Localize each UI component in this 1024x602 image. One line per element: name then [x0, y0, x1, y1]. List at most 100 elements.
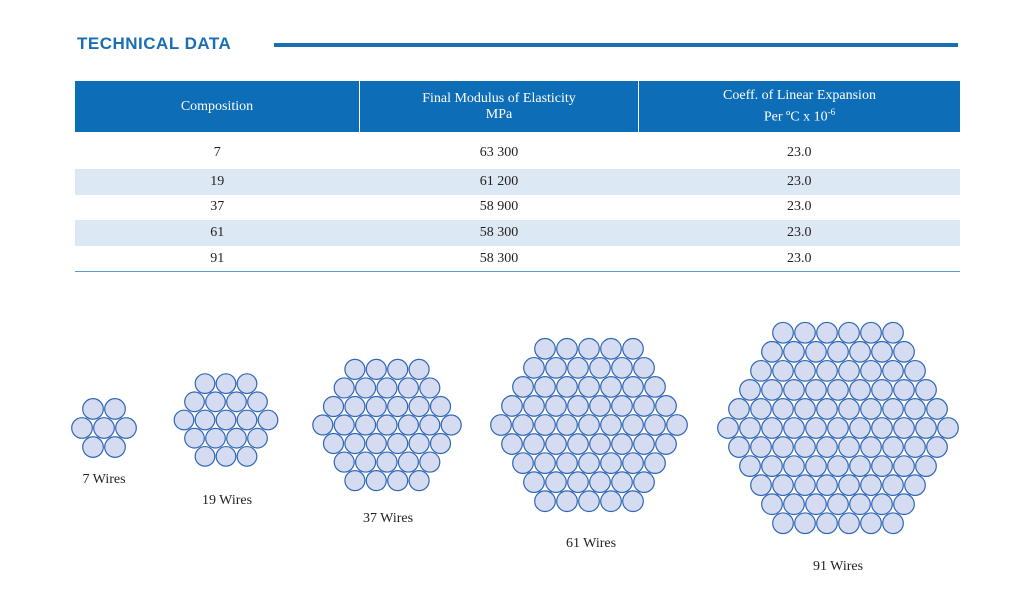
cell-modulus: 58 300	[359, 220, 639, 246]
cell-modulus: 63 300	[479, 144, 519, 160]
wire-circle	[578, 490, 600, 513]
wire-circle	[860, 474, 882, 497]
wire-circle	[512, 375, 534, 398]
wire-circle	[534, 490, 556, 513]
wire-circle	[893, 455, 915, 478]
wire-circle	[838, 359, 860, 382]
cell-composition: 91	[75, 245, 360, 273]
wire-circle	[827, 378, 849, 401]
wire-circle	[622, 337, 644, 360]
wire-circle	[849, 340, 871, 363]
wire-circle	[490, 414, 512, 436]
table-row: 61 58 300 23.0	[75, 220, 960, 246]
wire-circle	[728, 398, 750, 420]
wire-circle	[344, 470, 366, 492]
wire-circle	[761, 378, 783, 401]
wire-circle	[750, 359, 772, 382]
table-row: 37 58 900 23.0	[75, 195, 960, 221]
wire-circle	[578, 414, 600, 436]
wire-circle	[344, 432, 366, 455]
wire-circle	[622, 375, 644, 398]
wire-circle	[501, 433, 523, 455]
cell-composition: 61	[75, 220, 360, 246]
technical-data-table: Composition Final Modulus of Elasticity …	[75, 81, 960, 273]
wire-circle	[589, 395, 611, 417]
wire-circle	[545, 433, 567, 455]
wire-circle	[882, 398, 904, 420]
wire-circle	[794, 398, 816, 420]
wire-circle	[893, 340, 915, 363]
wire-circle	[408, 395, 430, 418]
wire-circle	[365, 358, 387, 380]
wire-circle	[556, 490, 578, 513]
wire-circle	[512, 452, 534, 475]
cell-modulus: 61 200	[359, 169, 639, 195]
wire-circle	[633, 356, 655, 379]
header-modulus-unit: MPa	[485, 106, 513, 122]
wire-circle	[236, 373, 258, 395]
wire-circle	[772, 512, 794, 535]
wire-circle	[600, 490, 622, 513]
wire-circle	[739, 417, 761, 439]
table-row: 7 63 300 23.0	[75, 132, 960, 169]
wire-circle	[761, 417, 783, 439]
strand-label-37: 37 Wires	[362, 511, 414, 526]
wire-circle	[397, 414, 419, 436]
wire-circle	[600, 414, 622, 436]
wire-circle	[761, 340, 783, 363]
wire-circle	[772, 436, 794, 458]
wire-circle	[655, 395, 677, 417]
wire-circle	[397, 451, 419, 473]
wire-circle	[739, 378, 761, 401]
wire-circle	[794, 512, 816, 535]
wire-circle	[611, 471, 633, 494]
wire-circle	[115, 417, 137, 439]
wire-circle	[838, 398, 860, 420]
wire-circle	[783, 417, 805, 439]
cell-composition: 37	[210, 199, 225, 215]
wire-circle	[904, 436, 926, 458]
wire-circle	[429, 395, 452, 418]
wire-circle	[376, 414, 398, 436]
wire-circle	[904, 359, 926, 382]
cell-composition: 7	[213, 144, 221, 160]
cell-expansion: 23.0	[638, 220, 960, 246]
wire-circle	[376, 377, 398, 399]
wire-circle	[567, 433, 589, 455]
wire-circle	[408, 432, 430, 455]
wire-circle	[397, 377, 419, 399]
strand-label-61: 61 Wires	[565, 536, 617, 551]
wire-circle	[750, 474, 772, 497]
wire-circle	[644, 375, 666, 398]
wire-circle	[644, 414, 666, 436]
wire-circle	[440, 414, 462, 436]
wire-circle	[794, 436, 816, 458]
wire-circle	[322, 432, 345, 455]
wire-circle	[567, 395, 589, 417]
header-modulus: Final Modulus of Elasticity MPa	[359, 81, 639, 132]
wire-circle	[633, 395, 655, 417]
wire-circle	[194, 373, 216, 395]
wire-circle	[600, 452, 622, 475]
wire-circle	[534, 414, 556, 436]
wire-circle	[882, 359, 904, 382]
strand-91-wires	[717, 321, 959, 535]
header-composition: Composition	[75, 81, 360, 132]
wire-circle	[523, 471, 545, 494]
wire-circle	[247, 391, 268, 413]
wire-circle	[750, 436, 772, 458]
wire-circle	[387, 395, 409, 418]
wire-circle	[783, 455, 805, 478]
wire-circle	[816, 321, 838, 344]
wire-circle	[355, 451, 377, 473]
cell-expansion: 23.0	[787, 199, 812, 215]
wire-circle	[545, 356, 567, 379]
wire-circle	[871, 417, 893, 439]
wire-circle	[215, 409, 237, 431]
wire-circle	[387, 470, 409, 492]
wire-circle	[622, 452, 644, 475]
wire-circle	[633, 471, 655, 494]
wire-circle	[194, 409, 216, 431]
wire-circle	[408, 470, 430, 492]
